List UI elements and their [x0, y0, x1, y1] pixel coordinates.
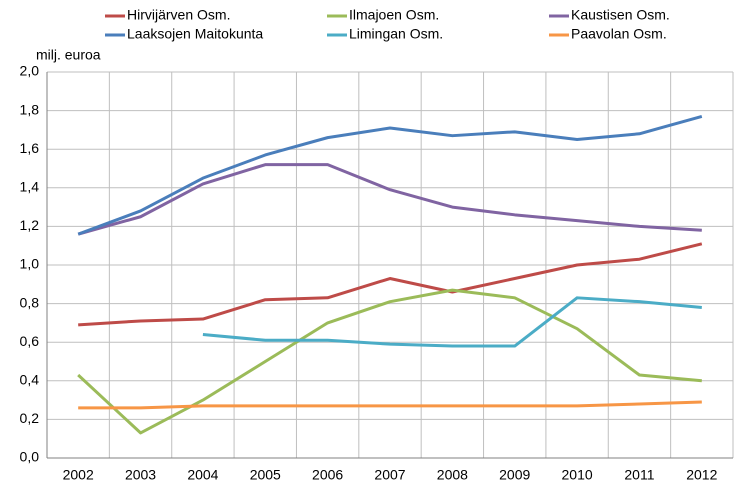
legend-label: Kaustisen Osm. [571, 7, 670, 23]
series-line [77, 288, 702, 435]
legend-label: Ilmajoen Osm. [349, 7, 439, 23]
x-tick-label: 2002 [63, 467, 94, 483]
x-tick-label: 2008 [437, 467, 468, 483]
x-tick-label: 2012 [686, 467, 717, 483]
y-tick-label: 0,2 [20, 410, 40, 426]
series-line [202, 296, 702, 348]
x-tick-label: 2004 [187, 467, 218, 483]
series-line [77, 163, 702, 236]
legend-label: Limingan Osm. [349, 26, 443, 42]
series-line [77, 114, 703, 236]
y-tick-label: 2,0 [20, 63, 40, 79]
x-tick-label: 2011 [624, 467, 654, 483]
y-tick-label: 1,4 [20, 179, 40, 195]
y-tick-label: 1,0 [20, 256, 40, 272]
series-line [78, 242, 703, 327]
y-axis-label: milj. euroa [36, 47, 101, 63]
x-tick-label: 2003 [125, 467, 156, 483]
x-tick-label: 2007 [374, 467, 405, 483]
y-tick-label: 0,0 [20, 449, 40, 465]
x-tick-label: 2009 [499, 467, 530, 483]
legend-label: Paavolan Osm. [571, 26, 667, 42]
x-tick-label: 2010 [562, 467, 593, 483]
y-tick-label: 1,2 [20, 217, 40, 233]
x-tick-label: 2005 [250, 467, 281, 483]
legend-label: Laaksojen Maitokunta [127, 26, 263, 42]
x-tick-label: 2006 [312, 467, 343, 483]
y-tick-label: 0,6 [20, 333, 40, 349]
y-tick-label: 1,8 [20, 101, 40, 117]
series-line [78, 400, 702, 410]
y-tick-label: 0,4 [20, 372, 40, 388]
legend-label: Hirvijärven Osm. [127, 7, 230, 23]
y-tick-label: 0,8 [20, 294, 40, 310]
y-tick-label: 1,6 [20, 140, 40, 156]
